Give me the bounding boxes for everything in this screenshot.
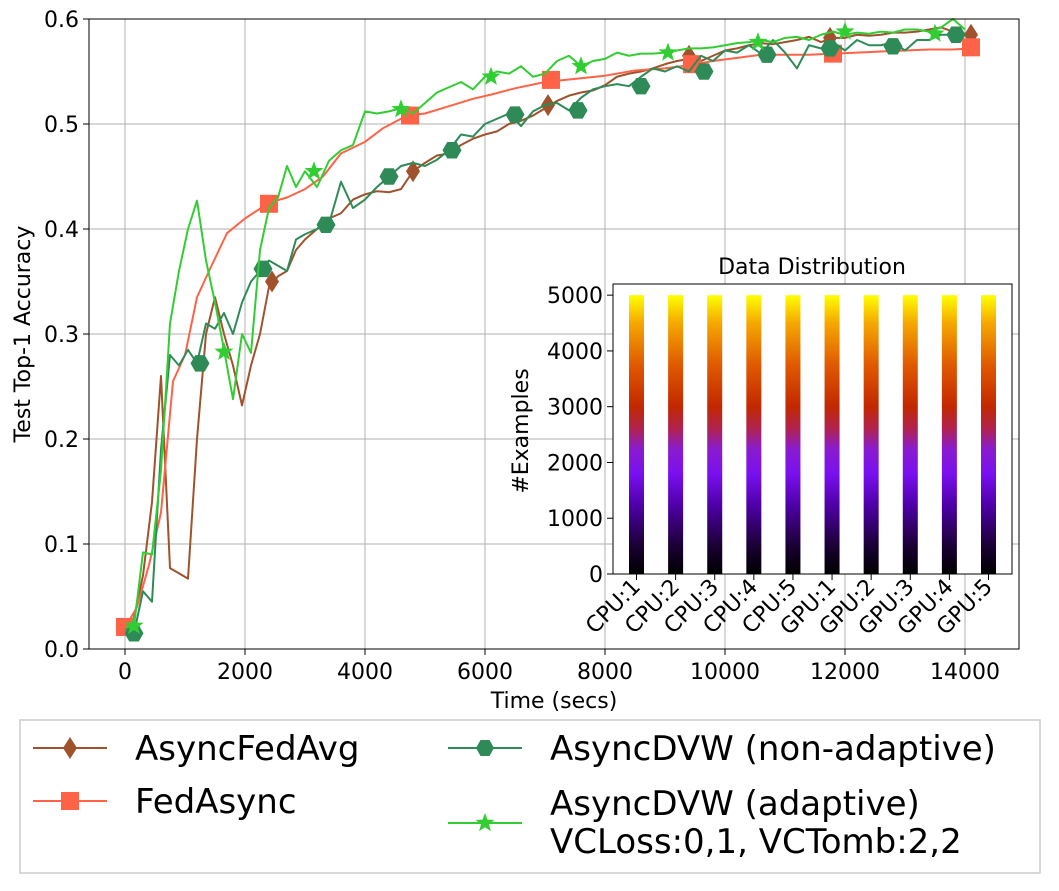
legend-label-asyncdvw-adaptive: AsyncDVW (adaptive) (550, 784, 920, 824)
series-3-point (391, 99, 411, 118)
inset-y-ticks: 0 1000 2000 3000 4000 5000 (547, 284, 613, 588)
series-1-point (260, 194, 278, 213)
series-3-line (124, 18, 966, 629)
main-x-ticks: 0 2000 4000 6000 8000 10000 12000 14000 (118, 649, 1000, 685)
series-2-point (568, 102, 588, 119)
legend-label-asyncdvw-non-adaptive: AsyncDVW (non-adaptive) (550, 729, 996, 769)
x-tick-label: 0 (118, 660, 132, 685)
legend-square-marker (61, 792, 79, 810)
series-2-point (124, 625, 144, 642)
inset-bar (981, 295, 996, 574)
inset-bar (941, 295, 957, 574)
legend: AsyncFedAvg FedAsync AsyncDVW (non-adapt… (19, 719, 1041, 874)
inset-y-tick-label: 5000 (547, 284, 603, 309)
inset-y-axis-title: #Examples (509, 368, 534, 493)
y-tick-label: 0.2 (44, 428, 79, 453)
y-tick-label: 0.1 (44, 533, 79, 558)
series-1 (116, 38, 980, 636)
legend-label-fedasync: FedAsync (135, 782, 297, 822)
inset-title: Data Distribution (718, 255, 906, 280)
series-2-point (820, 40, 840, 57)
x-tick-label: 2000 (217, 660, 273, 685)
inset-bar (902, 295, 918, 574)
inset-y-tick-label: 3000 (547, 396, 603, 421)
inset-y-tick-label: 1000 (547, 507, 603, 532)
legend-frame (19, 719, 1041, 874)
series-2-point (883, 38, 903, 55)
inset-bar (824, 295, 840, 574)
series-3-point (214, 341, 234, 360)
y-tick-label: 0.4 (44, 218, 79, 243)
main-y-ticks: 0.0 0.1 0.2 0.3 0.4 0.5 0.6 (44, 8, 89, 663)
y-tick-label: 0.6 (44, 8, 79, 33)
y-axis-title: Test Top-1 Accuracy (11, 226, 36, 444)
inset-bar (746, 295, 762, 574)
inset-x-ticks: CPU:1CPU:2CPU:3CPU:4CPU:5GPU:1GPU:2GPU:3… (581, 574, 998, 640)
inset-frame (612, 283, 1013, 575)
series-3-point (304, 161, 324, 180)
x-tick-label: 4000 (337, 660, 393, 685)
legend-item-fedasync: FedAsync (33, 782, 297, 822)
inset-y-tick-label: 4000 (547, 340, 603, 365)
legend-label-asyncdvw-adaptive-params: VCLoss:0,1, VCTomb:2,2 (550, 822, 962, 862)
series-3-point (124, 615, 144, 634)
series-2-point (190, 355, 210, 372)
y-tick-label: 0.3 (44, 323, 79, 348)
series-3-point (658, 42, 678, 61)
legend-item-asyncfedavg: AsyncFedAvg (33, 729, 360, 769)
inset-y-tick-label: 2000 (547, 451, 603, 476)
series-2-point (694, 63, 714, 80)
inset-bar (785, 295, 801, 574)
y-tick-label: 0.5 (44, 113, 79, 138)
legend-star-marker (475, 813, 495, 832)
series-2-point (379, 168, 399, 185)
inset-bar (863, 295, 879, 574)
inset-bar (707, 295, 723, 574)
series-2-point (442, 142, 462, 159)
main-series (116, 18, 980, 642)
series-3-point (748, 32, 768, 51)
inset-bars (629, 295, 996, 574)
series-0-point (406, 160, 420, 183)
inset-bar (668, 295, 684, 574)
series-3-point (835, 21, 855, 40)
series-2-point (946, 26, 966, 43)
legend-item-asyncdvw-non-adaptive: AsyncDVW (non-adaptive) (448, 729, 996, 769)
series-3-point (571, 56, 591, 75)
inset-bar-chart: 0 1000 2000 3000 4000 5000 CPU:1CPU:2CPU:3CPU… (509, 255, 1013, 640)
series-3 (124, 18, 966, 634)
inset-y-tick-label: 0 (589, 563, 603, 588)
series-3-point (925, 23, 945, 42)
series-0-point (265, 270, 279, 293)
series-1-point (962, 38, 980, 57)
x-tick-label: 8000 (577, 660, 633, 685)
series-2-point (757, 46, 777, 63)
legend-label-asyncfedavg: AsyncFedAvg (135, 729, 360, 769)
series-2-point (316, 216, 336, 234)
x-tick-label: 6000 (457, 660, 513, 685)
series-1-line (124, 47, 972, 629)
series-2 (124, 26, 966, 642)
legend-diamond-marker (63, 737, 77, 759)
legend-hexagon-marker (476, 740, 494, 756)
x-axis-title: Time (secs) (490, 689, 618, 714)
legend-item-asyncdvw-adaptive: AsyncDVW (adaptive) VCLoss:0,1, VCTomb:2… (448, 784, 962, 862)
x-tick-label: 12000 (810, 660, 880, 685)
y-tick-label: 0.0 (44, 638, 79, 663)
main-plot: 0 2000 4000 6000 8000 10000 12000 14000 0.00.10… (11, 8, 1020, 714)
x-tick-label: 10000 (690, 660, 760, 685)
series-2-point (631, 77, 651, 95)
inset-bar (629, 295, 644, 574)
series-3-point (481, 66, 501, 85)
x-tick-label: 14000 (930, 660, 1000, 685)
series-2-point (505, 106, 525, 123)
series-1-point (542, 70, 560, 89)
